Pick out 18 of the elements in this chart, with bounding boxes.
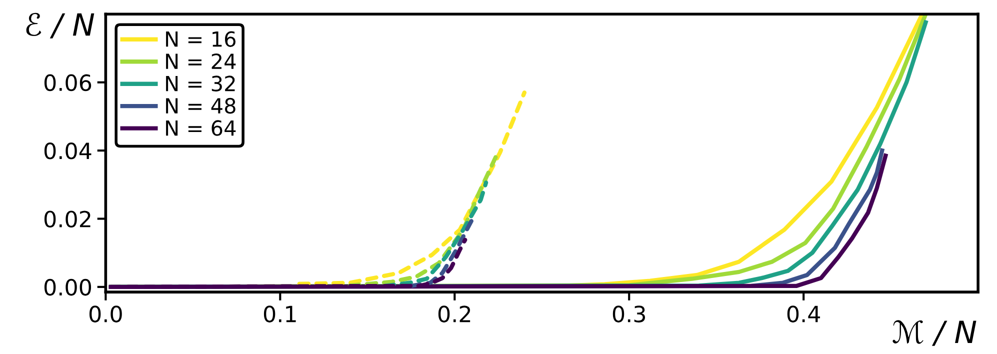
legend-label: N = 48 [166, 98, 236, 114]
y-tick-label: 0.02 [44, 210, 90, 228]
x-tick-label: 0.3 [612, 306, 645, 322]
legend-label: N = 64 [166, 120, 236, 136]
legend-label: N = 32 [166, 76, 235, 92]
x-axis-title: ℳ / N [892, 320, 976, 346]
y-tick-label: 0.06 [44, 74, 92, 92]
y-axis-title: ℰ / N [26, 12, 94, 38]
x-tick-label: 0.0 [89, 306, 122, 322]
legend-label: N = 24 [166, 53, 236, 69]
x-tick-label: 0.1 [264, 306, 296, 322]
x-tick-label: 0.2 [438, 306, 470, 322]
x-tick-label: 0.4 [787, 306, 820, 322]
y-tick-label: 0.00 [44, 278, 92, 296]
line-series [297, 90, 527, 286]
line-series [408, 218, 474, 288]
legend-label: N = 16 [166, 31, 236, 47]
y-tick-label: 0.04 [44, 142, 92, 160]
